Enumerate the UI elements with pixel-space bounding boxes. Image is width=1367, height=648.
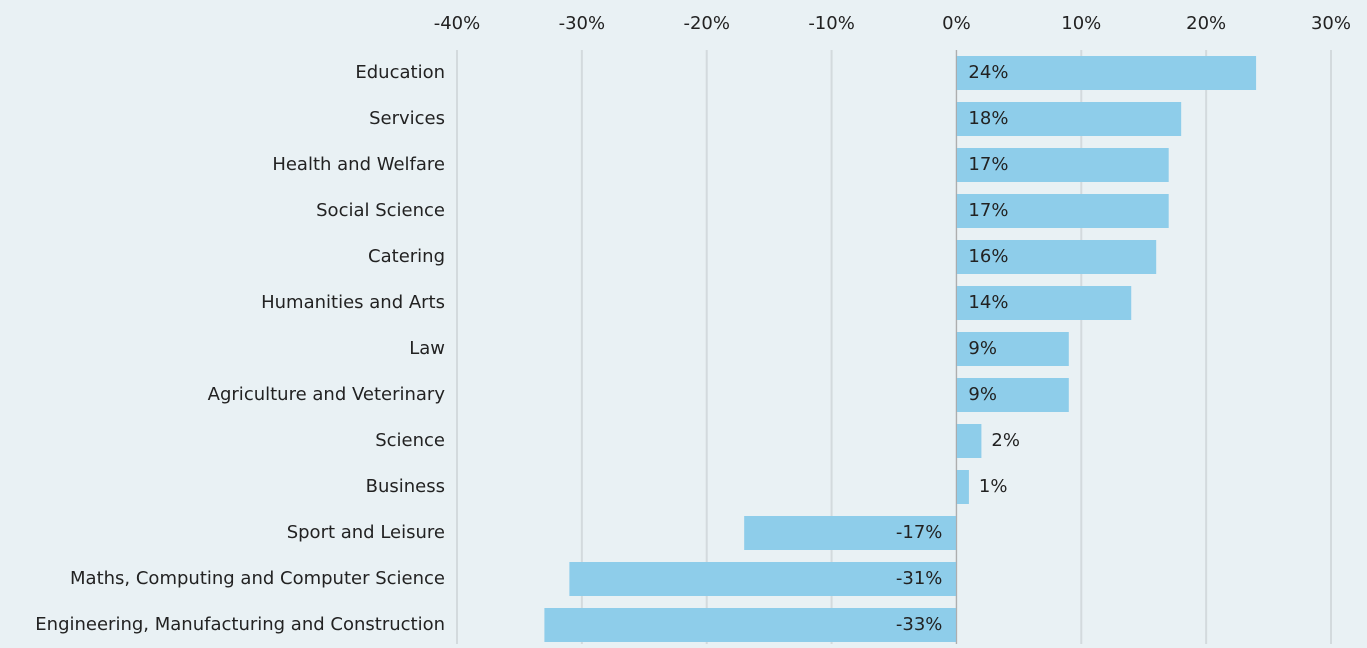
value-label: -31% xyxy=(896,568,943,589)
y-tick-label: Science xyxy=(375,430,445,451)
x-tick-label: -20% xyxy=(683,13,730,34)
bar xyxy=(956,332,1069,366)
bar xyxy=(544,608,957,642)
bar xyxy=(956,240,1157,274)
x-tick-label: 10% xyxy=(1061,13,1101,34)
y-tick-label: Law xyxy=(409,338,445,359)
value-label: 9% xyxy=(968,384,997,405)
y-tick-label: Agriculture and Veterinary xyxy=(208,384,446,405)
x-tick-label: -30% xyxy=(559,13,606,34)
x-tick-label: 0% xyxy=(942,13,971,34)
y-tick-label: Business xyxy=(366,476,445,497)
value-label: -33% xyxy=(896,614,943,635)
value-label: 18% xyxy=(968,108,1008,129)
value-label: 2% xyxy=(991,430,1020,451)
bar xyxy=(956,378,1069,412)
y-tick-label: Engineering, Manufacturing and Construct… xyxy=(35,614,445,635)
y-tick-label: Maths, Computing and Computer Science xyxy=(70,568,445,589)
bar xyxy=(956,424,982,458)
bar xyxy=(956,470,969,504)
y-tick-label: Health and Welfare xyxy=(272,154,445,175)
y-tick-label: Sport and Leisure xyxy=(287,522,445,543)
value-label: -17% xyxy=(896,522,943,543)
value-label: 17% xyxy=(968,154,1008,175)
bar xyxy=(744,516,957,550)
value-label: 17% xyxy=(968,200,1008,221)
y-tick-label: Services xyxy=(369,108,445,129)
x-tick-label: 20% xyxy=(1186,13,1226,34)
y-tick-label: Education xyxy=(355,62,445,83)
value-label: 1% xyxy=(979,476,1008,497)
value-label: 9% xyxy=(968,338,997,359)
x-tick-label: -40% xyxy=(434,13,481,34)
y-tick-label: Social Science xyxy=(316,200,445,221)
y-tick-label: Catering xyxy=(368,246,445,267)
bar xyxy=(956,286,1132,320)
value-label: 14% xyxy=(968,292,1008,313)
y-tick-label: Humanities and Arts xyxy=(261,292,445,313)
bar xyxy=(956,148,1169,182)
x-tick-label: -10% xyxy=(808,13,855,34)
bar xyxy=(956,56,1257,90)
bar xyxy=(956,194,1169,228)
x-tick-label: 30% xyxy=(1311,13,1351,34)
bar xyxy=(569,562,957,596)
bar xyxy=(956,102,1182,136)
value-label: 16% xyxy=(968,246,1008,267)
value-label: 24% xyxy=(968,62,1008,83)
